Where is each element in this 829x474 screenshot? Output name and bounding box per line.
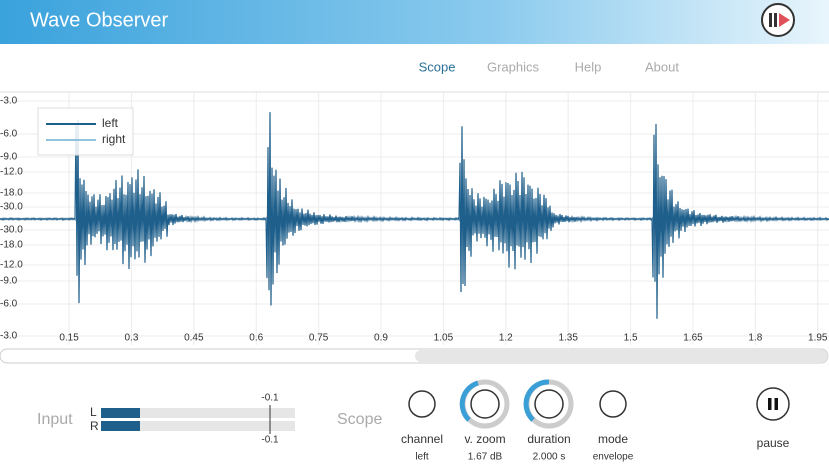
knob-value: 1.67 dB: [468, 452, 503, 463]
y-tick-label: -3.0: [0, 331, 18, 342]
controls-label: Scope: [337, 411, 382, 428]
y-tick-label: -9.0: [0, 152, 18, 163]
x-tick-label: 1.65: [683, 333, 703, 344]
knob-value: envelope: [593, 452, 634, 463]
y-tick-label: -30.0: [0, 202, 23, 213]
x-tick-label: 0.15: [59, 333, 79, 344]
input-label: Input: [37, 411, 73, 428]
mode-knob[interactable]: [599, 390, 627, 418]
knob-label: mode: [598, 432, 628, 446]
vzoom-knob[interactable]: [459, 379, 510, 429]
x-tick-label: 1.35: [558, 333, 578, 344]
legend: left right: [37, 107, 134, 156]
y-tick-label: -18.0: [0, 240, 23, 251]
nav-tab[interactable]: Scope: [419, 59, 456, 74]
knob-label: duration: [527, 432, 570, 446]
level-meter: [101, 405, 295, 434]
app-title: Wave Observer: [30, 9, 169, 31]
knob-value: left: [415, 452, 429, 463]
legend-label: right: [102, 132, 126, 146]
y-tick-label: -30.0: [0, 225, 23, 236]
waveform: [0, 112, 829, 319]
channel-label: L: [90, 405, 97, 419]
knob-label: v. zoom: [464, 432, 505, 446]
x-tick-label: 0.6: [249, 333, 263, 344]
y-tick-label: -3.0: [0, 96, 18, 107]
x-tick-label: 1.05: [434, 333, 454, 344]
knob-label: channel: [401, 432, 443, 446]
peak-label: -0.1: [261, 393, 279, 404]
pause-label: pause: [757, 436, 790, 450]
y-tick-label: -6.0: [0, 129, 18, 140]
x-tick-label: 1.8: [748, 333, 762, 344]
legend-label: left: [102, 116, 119, 130]
y-tick-label: -18.0: [0, 188, 23, 199]
y-tick-label: -12.0: [0, 167, 23, 178]
nav-tab[interactable]: Help: [575, 59, 602, 74]
nav-tab[interactable]: About: [645, 59, 679, 74]
y-tick-label: -9.0: [0, 276, 18, 287]
duration-knob[interactable]: [523, 379, 574, 429]
record-button[interactable]: [761, 3, 795, 37]
header-bar: [0, 0, 829, 44]
y-tick-label: -6.0: [0, 299, 18, 310]
x-tick-label: 0.3: [124, 333, 138, 344]
x-tick-label: 1.95: [808, 333, 828, 344]
pause-button[interactable]: [756, 387, 790, 421]
y-tick-label: -12.0: [0, 260, 23, 271]
x-tick-label: 0.45: [184, 333, 204, 344]
x-tick-label: 1.2: [499, 333, 513, 344]
x-tick-label: 0.9: [374, 333, 388, 344]
peak-label: -0.1: [261, 435, 279, 446]
x-tick-label: 0.75: [309, 333, 329, 344]
knob-value: 2.000 s: [533, 452, 566, 463]
nav-tab[interactable]: Graphics: [487, 59, 540, 74]
x-tick-label: 1.5: [624, 333, 638, 344]
channel-label: R: [90, 419, 99, 433]
scrollbar[interactable]: [0, 348, 829, 364]
channel-knob[interactable]: [408, 390, 436, 418]
